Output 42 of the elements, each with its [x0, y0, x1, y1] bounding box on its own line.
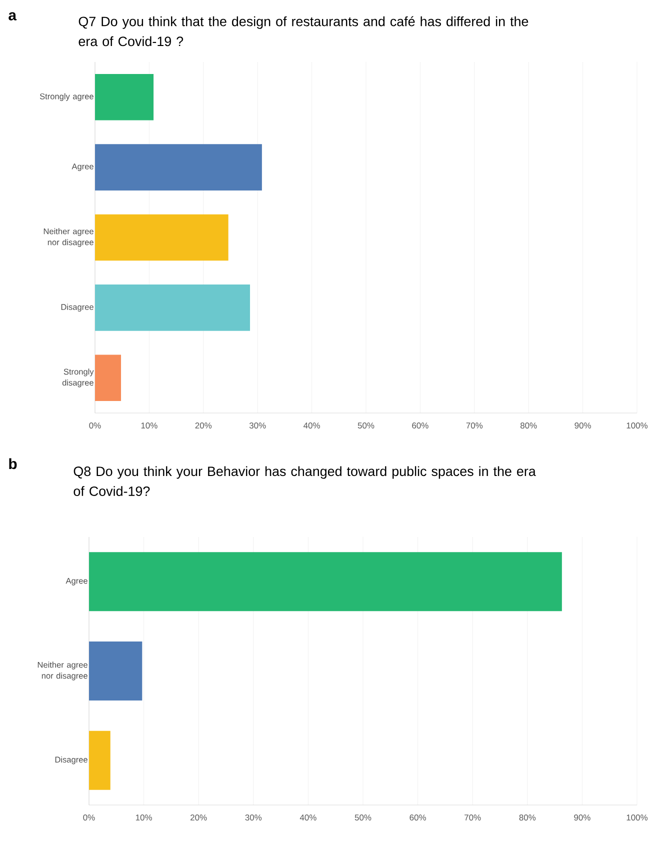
bar	[94, 284, 250, 331]
y-tick-label: Neither agree nor disagree	[44, 228, 94, 247]
bar	[94, 144, 262, 190]
bar	[88, 730, 110, 790]
y-tick-label: Neither agree nor disagree	[38, 662, 88, 680]
x-tick-label: 80%	[519, 814, 536, 821]
x-tick-label: 70%	[466, 422, 483, 429]
bar	[94, 354, 121, 402]
x-tick-label: 0%	[89, 422, 101, 429]
x-tick-label: 30%	[249, 422, 266, 429]
x-tick-label: 20%	[190, 814, 207, 821]
x-tick-label: 100%	[626, 422, 648, 429]
bar	[88, 641, 142, 700]
bar	[94, 214, 228, 261]
x-tick-label: 20%	[195, 422, 212, 429]
y-tick-label: Agree	[66, 578, 88, 586]
x-tick-label: 0%	[83, 814, 95, 821]
text: b	[9, 458, 17, 470]
bar	[94, 74, 154, 120]
x-tick-label: 10%	[136, 814, 152, 821]
x-tick-label: 30%	[245, 814, 262, 821]
text: a	[8, 12, 17, 20]
y-tick-label: Strongly agree	[40, 93, 94, 101]
chart-title: Q7 Do you think that the design of restaurants and café has differed in the era of Covid-19 ?	[78, 16, 528, 46]
x-tick-label: 10%	[141, 422, 158, 429]
y-tick-label: Agree	[72, 164, 94, 172]
x-tick-label: 60%	[410, 814, 426, 821]
x-tick-label: 40%	[303, 422, 320, 429]
y-tick-label: Disagree	[55, 756, 88, 764]
y-tick-label: Disagree	[61, 304, 94, 312]
x-tick-label: 90%	[574, 814, 590, 821]
y-tick-label: Strongly disagree	[62, 368, 94, 388]
bar	[88, 552, 562, 612]
x-tick-label: 80%	[520, 422, 537, 429]
x-tick-label: 70%	[464, 814, 481, 821]
chart-title: Q8 Do you think your Behavior has changed toward public spaces in the era of Covid-19?	[74, 466, 536, 496]
x-tick-label: 50%	[358, 422, 374, 429]
x-tick-label: 90%	[574, 422, 591, 429]
x-tick-label: 50%	[354, 814, 372, 821]
x-tick-label: 60%	[412, 422, 428, 429]
x-tick-label: 100%	[626, 814, 648, 821]
x-tick-label: 40%	[300, 814, 316, 821]
